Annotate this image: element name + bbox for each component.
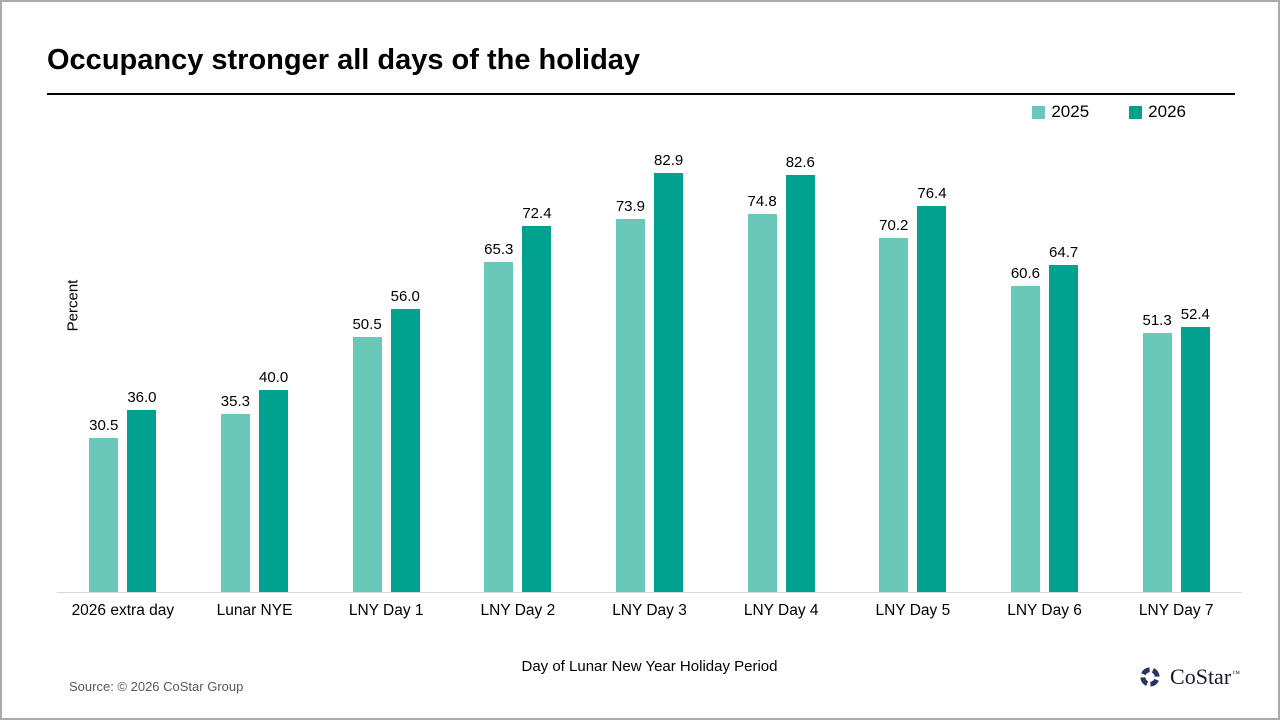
bar-2026: 64.7 bbox=[1049, 244, 1078, 592]
bar-value-label: 70.2 bbox=[879, 217, 909, 234]
bar bbox=[352, 337, 382, 592]
bar-value-label: 36.0 bbox=[127, 389, 157, 406]
bar-2025: 35.3 bbox=[221, 393, 250, 592]
bar bbox=[615, 219, 645, 592]
bar bbox=[1010, 286, 1040, 592]
bar-value-label: 51.3 bbox=[1142, 312, 1172, 329]
bar-value-label: 73.9 bbox=[615, 198, 646, 215]
bar bbox=[390, 309, 420, 592]
bar-value-label: 72.4 bbox=[522, 205, 552, 222]
title-underline bbox=[47, 93, 1235, 95]
costar-logo-text: CoStar™ bbox=[1170, 664, 1240, 689]
bar bbox=[785, 175, 815, 592]
bar-2026: 76.4 bbox=[917, 185, 947, 592]
costar-pinwheel-icon bbox=[1140, 667, 1160, 687]
source-note: Source: © 2026 CoStar Group bbox=[69, 679, 244, 694]
page-title: Occupancy stronger all days of the holid… bbox=[47, 44, 641, 76]
category-label: LNY Day 1 bbox=[348, 602, 424, 619]
bar-value-label: 50.5 bbox=[352, 316, 382, 333]
legend-item-2026: 2026 bbox=[1129, 102, 1186, 122]
bar bbox=[1180, 327, 1210, 592]
bar-2025: 73.9 bbox=[616, 198, 645, 592]
bar-group: 70.2 76.4 bbox=[847, 132, 979, 592]
category-label: LNY Day 7 bbox=[1138, 602, 1214, 619]
legend-swatch-2025 bbox=[1032, 105, 1046, 119]
bar-group: 74.8 82.6 bbox=[715, 132, 847, 592]
category-label: LNY Day 2 bbox=[480, 602, 556, 619]
bar bbox=[220, 414, 250, 592]
bar bbox=[1142, 333, 1172, 592]
bar bbox=[89, 438, 119, 592]
category-label: LNY Day 5 bbox=[875, 602, 951, 619]
category-label: LNY Day 4 bbox=[743, 602, 819, 619]
bar-2025: 74.8 bbox=[747, 193, 777, 592]
bar-value-label: 56.0 bbox=[390, 288, 420, 305]
legend-label: 2025 bbox=[1051, 102, 1090, 121]
bar-value-label: 74.8 bbox=[747, 193, 777, 210]
legend-swatch-2026 bbox=[1129, 105, 1143, 119]
bar-2026: 72.4 bbox=[522, 205, 552, 592]
bar-value-label: 52.4 bbox=[1180, 306, 1210, 323]
bar-value-label: 40.0 bbox=[259, 369, 289, 386]
bar-2026: 52.4 bbox=[1181, 306, 1210, 592]
legend-item-2025: 2025 bbox=[1032, 102, 1089, 122]
category-label: LNY Day 3 bbox=[612, 602, 687, 619]
bar-value-label: 82.6 bbox=[785, 154, 815, 171]
bar-2025: 30.5 bbox=[89, 417, 118, 592]
bar bbox=[259, 390, 289, 592]
bar-group: 65.3 72.4 bbox=[452, 132, 584, 592]
costar-logo: CoStar™ bbox=[1137, 664, 1240, 690]
bar-value-label: 65.3 bbox=[484, 241, 514, 258]
bar bbox=[917, 206, 947, 592]
bar-group: 51.3 52.4 bbox=[1110, 132, 1242, 592]
bar-group: 35.3 40.0 bbox=[189, 132, 321, 592]
bar-value-label: 30.5 bbox=[89, 417, 119, 434]
bar-2025: 50.5 bbox=[352, 316, 382, 592]
bar bbox=[127, 410, 157, 592]
bar-2026: 56.0 bbox=[391, 288, 420, 592]
bar-group: 60.6 64.7 bbox=[979, 132, 1111, 592]
bar-value-label: 82.9 bbox=[654, 152, 684, 169]
trademark-symbol: ™ bbox=[1232, 668, 1240, 678]
bar-2025: 70.2 bbox=[879, 217, 908, 592]
category-label: Lunar NYE bbox=[216, 602, 293, 619]
bar-group: 73.9 82.9 bbox=[584, 132, 716, 592]
chart-legend: 2025 2026 bbox=[1032, 102, 1186, 122]
bar-2025: 60.6 bbox=[1011, 265, 1040, 592]
bar-value-label: 35.3 bbox=[220, 393, 250, 410]
bar-group: 50.5 56.0 bbox=[320, 132, 452, 592]
x-axis-title: Day of Lunar New Year Holiday Period bbox=[521, 658, 778, 675]
bar-value-label: 60.6 bbox=[1010, 265, 1041, 282]
bar bbox=[484, 262, 514, 592]
bar bbox=[879, 238, 909, 592]
bar bbox=[747, 214, 777, 592]
bar bbox=[654, 173, 684, 592]
category-label: 2026 extra day bbox=[71, 602, 175, 619]
bar bbox=[1049, 265, 1079, 592]
bar-2026: 40.0 bbox=[259, 369, 288, 592]
bar bbox=[522, 226, 552, 592]
bar-2025: 51.3 bbox=[1143, 312, 1172, 592]
bar-2025: 65.3 bbox=[484, 241, 513, 592]
bar-2026: 82.6 bbox=[786, 154, 815, 592]
bar-2026: 82.9 bbox=[654, 152, 683, 592]
bar-value-label: 64.7 bbox=[1049, 244, 1079, 261]
category-label: LNY Day 6 bbox=[1007, 602, 1082, 619]
bar-value-label: 76.4 bbox=[917, 185, 947, 202]
legend-label: 2026 bbox=[1148, 102, 1186, 121]
plot-area: 30.5 36.0 35.3 40.0 50.5 56.0 65.3 72.4 73.9 82.9… bbox=[57, 132, 1242, 593]
bar-group: 30.5 36.0 bbox=[57, 132, 189, 592]
category-axis: 2026 extra day Lunar NYE LNY Day 1 LNY Day … bbox=[57, 602, 1242, 620]
bar-2026: 36.0 bbox=[127, 389, 157, 592]
